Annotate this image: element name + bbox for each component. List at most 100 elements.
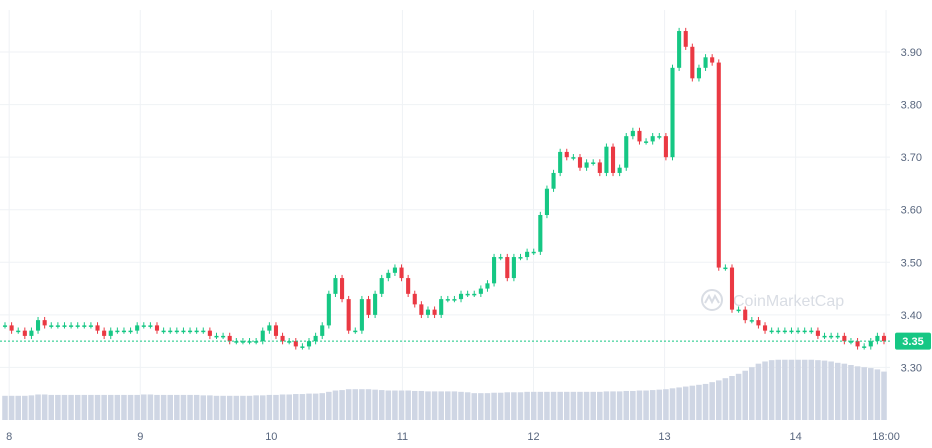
candle-body [756, 320, 761, 326]
candle-body [683, 31, 688, 47]
volume-bar [775, 359, 782, 420]
volume-bar [326, 391, 332, 420]
candle-body [273, 325, 279, 336]
candle-body [881, 335, 887, 342]
volume-bar [524, 391, 530, 420]
candle-body [624, 136, 629, 168]
volume-bar [372, 389, 378, 420]
volume-bar [35, 394, 41, 420]
volume-bar [874, 369, 881, 420]
volume-bar [293, 394, 299, 420]
candle-body [359, 299, 364, 331]
candle-body [518, 257, 523, 259]
volume-bar [359, 389, 365, 420]
volume-bar [630, 390, 636, 420]
volume-bar [378, 390, 385, 420]
candle-body [809, 330, 814, 333]
candle-body [736, 309, 741, 312]
volume-bar [755, 363, 762, 420]
volume-bar [411, 390, 418, 420]
candle-body [333, 278, 338, 294]
volume-bar [213, 395, 220, 420]
candle-body [181, 330, 186, 333]
candle-body [240, 341, 245, 343]
candle-body [300, 346, 305, 348]
x-tick-label: 11 [397, 431, 408, 443]
candle-body [42, 320, 47, 326]
volume-bar [577, 391, 583, 420]
candle-body [677, 31, 682, 68]
candle-body [776, 330, 781, 333]
volume-bar [352, 389, 359, 420]
volume-bar [451, 391, 458, 420]
candle-body [366, 299, 371, 315]
volume-bar [160, 394, 167, 420]
candle-body [835, 335, 840, 338]
candle-body [478, 288, 483, 294]
volume-bar [868, 368, 874, 420]
volume-bar [623, 390, 630, 420]
volume-bar [405, 390, 411, 420]
volume-bar [649, 390, 656, 420]
candle-body [650, 136, 655, 142]
candle-body [716, 62, 721, 268]
volume-bar [663, 389, 669, 420]
volume-bar [458, 391, 464, 420]
coinmarketcap-logo-icon [701, 289, 723, 311]
volume-bar [537, 391, 544, 420]
volume-bar [861, 367, 867, 420]
candle-body [379, 278, 384, 294]
candle-body [148, 325, 153, 327]
candle-body [710, 57, 715, 63]
candle-body [531, 251, 536, 254]
volume-bar [121, 394, 127, 420]
candle-body [439, 299, 444, 315]
y-tick-label: 3.30 [901, 362, 922, 374]
volume-bar [563, 391, 570, 420]
volume-bar [48, 394, 55, 420]
volume-bar [246, 395, 253, 420]
x-axis: 8 9 10 11 12 13 14 18:00 [6, 431, 900, 443]
x-tick-label: 8 [6, 431, 12, 443]
volume-bar [464, 392, 471, 420]
volume-bar [154, 394, 160, 420]
volume-bar [425, 391, 431, 420]
candle-body [485, 283, 490, 289]
candle-body [16, 330, 21, 333]
candle-body [802, 330, 807, 333]
volume-bar [339, 390, 345, 420]
volume-bar [74, 394, 81, 420]
volume-bar [114, 394, 121, 420]
volume-bar [610, 391, 616, 420]
volume-bar [854, 366, 861, 420]
volume-bar [141, 394, 147, 420]
volume-bar [345, 389, 352, 420]
volume-bar [2, 395, 8, 420]
candles [2, 27, 887, 350]
volume-bar [689, 385, 696, 420]
candle-body [399, 267, 404, 279]
candle-body [260, 330, 265, 342]
volume-bar [544, 391, 550, 420]
candle-body [571, 157, 576, 159]
candle-body [313, 335, 318, 342]
volume-bar [438, 391, 444, 420]
candle-body [293, 341, 298, 347]
candle-body [498, 257, 503, 259]
volume-bar [616, 391, 623, 420]
volume-bar [94, 394, 101, 420]
volume-bar [28, 395, 35, 420]
volume-bar [742, 370, 748, 420]
volume-bar [22, 395, 28, 420]
candle-body [214, 335, 219, 338]
candle-body [234, 341, 239, 343]
volume-bar [643, 390, 649, 420]
candle-body [412, 293, 417, 305]
volume-bar [55, 394, 61, 420]
candle-body [610, 146, 616, 173]
candle-body [842, 335, 847, 342]
candle-body [247, 341, 252, 343]
candle-body [597, 162, 602, 173]
candle-body [2, 325, 8, 327]
